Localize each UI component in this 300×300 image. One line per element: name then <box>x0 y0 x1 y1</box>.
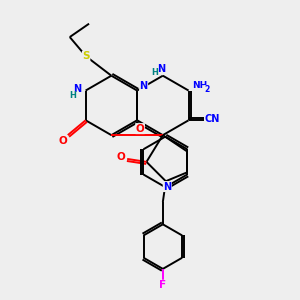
Text: F: F <box>159 280 167 290</box>
Text: N: N <box>73 84 81 94</box>
Text: O: O <box>117 152 126 162</box>
Text: S: S <box>82 51 90 62</box>
Text: CN: CN <box>205 114 220 124</box>
Text: N: N <box>157 64 165 74</box>
Text: H: H <box>151 68 158 76</box>
Text: 2: 2 <box>204 85 210 94</box>
Text: NH: NH <box>192 81 208 90</box>
Text: O: O <box>136 124 144 134</box>
Text: H: H <box>69 92 76 100</box>
Text: N: N <box>140 81 148 91</box>
Text: O: O <box>58 136 67 146</box>
Text: N: N <box>163 182 171 192</box>
